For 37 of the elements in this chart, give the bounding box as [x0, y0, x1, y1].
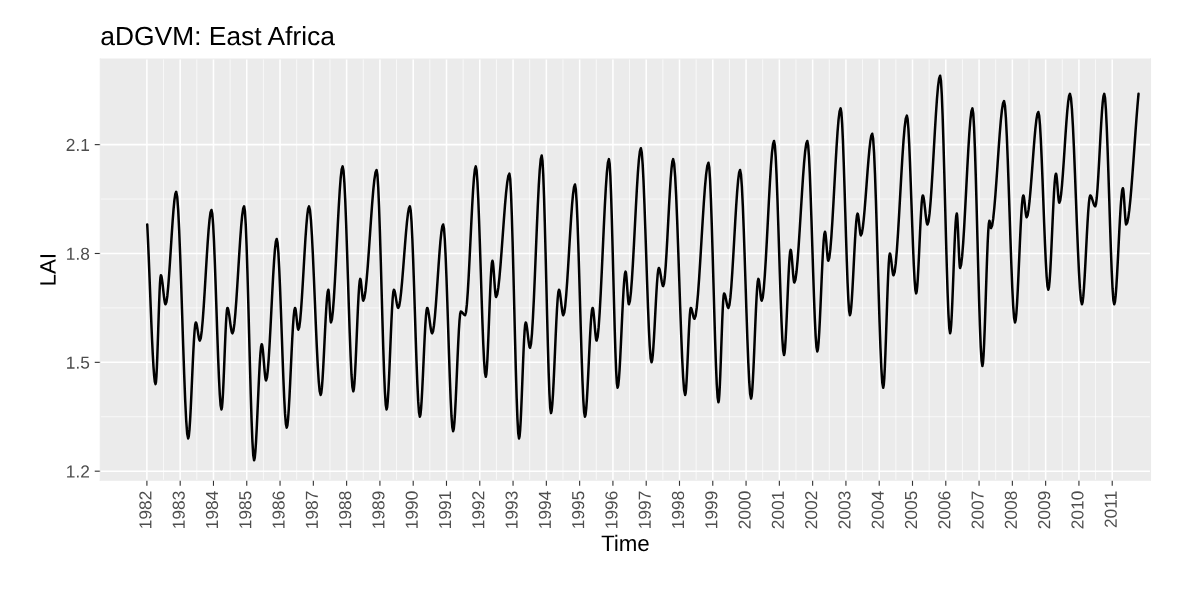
y-axis-title: LAI [40, 255, 56, 285]
x-tick-label: 1987 [305, 491, 318, 528]
x-tick-label: 2000 [738, 491, 751, 529]
x-tick-label: 1993 [505, 491, 518, 528]
x-tick-label: 1995 [572, 491, 585, 528]
chart-title: aDGVM: East Africa [101, 25, 335, 46]
x-tick-label: 1997 [638, 491, 651, 528]
x-tick-label: 2007 [971, 491, 984, 529]
x-tick-label: 2002 [805, 491, 818, 529]
x-tick-label: 2010 [1071, 491, 1084, 529]
x-tick-label: 1985 [239, 491, 252, 528]
x-tick-label: 2008 [1004, 491, 1018, 529]
x-tick-label: 2011 [1104, 491, 1117, 528]
x-tick-label: 1999 [705, 491, 718, 528]
x-tick-label: 1996 [605, 491, 618, 528]
y-tick-label: 1.2 [67, 465, 90, 478]
x-axis-title: Time [601, 534, 649, 552]
x-tick-label: 2005 [904, 491, 918, 529]
x-tick-label: 1991 [438, 491, 452, 528]
y-tick-label: 2.1 [66, 138, 90, 151]
x-tick-label: 1984 [205, 491, 219, 528]
x-tick-label: 2003 [838, 491, 851, 529]
x-tick-label: 2006 [938, 491, 951, 529]
x-tick-label: 2009 [1038, 491, 1051, 529]
y-tick-label: 1.8 [67, 247, 90, 260]
x-tick-label: 1992 [472, 491, 485, 528]
x-tick-label: 2004 [871, 491, 884, 529]
x-tick-label: 1998 [671, 491, 685, 528]
x-tick-label: 2001 [771, 491, 785, 529]
x-tick-label: 1990 [405, 491, 418, 528]
x-tick-label: 1982 [139, 491, 152, 528]
x-tick-label: 1989 [372, 491, 385, 528]
x-tick-label: 1983 [172, 491, 185, 528]
y-tick-label: 1.5 [67, 356, 90, 369]
x-tick-label: 1994 [538, 491, 551, 528]
x-tick-label: 1986 [272, 491, 285, 528]
x-tick-label: 1988 [338, 491, 352, 528]
